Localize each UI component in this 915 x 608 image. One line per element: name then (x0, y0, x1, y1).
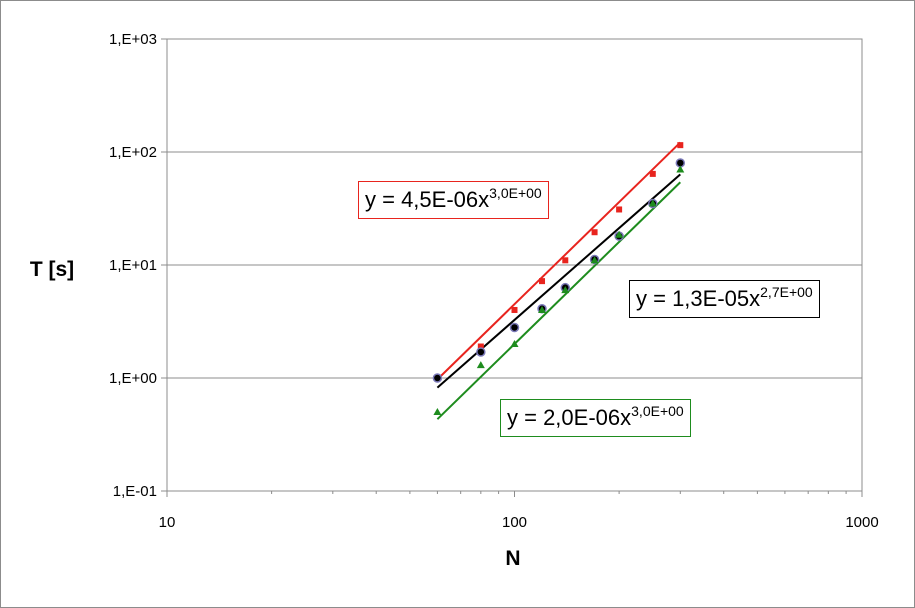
data-point (538, 305, 547, 313)
data-point (510, 339, 519, 347)
data-point (676, 165, 685, 173)
data-point (433, 408, 442, 416)
trendline-equation-red: y = 4,5E-06x3,0E+00 (358, 181, 549, 219)
equation-text: y = 4,5E-06x (365, 187, 490, 212)
trendline (436, 181, 681, 420)
data-point (476, 347, 486, 357)
data-point (615, 230, 624, 238)
x-tick-label: 1000 (845, 514, 878, 531)
equation-text: y = 1,3E-05x (636, 286, 761, 311)
data-point (590, 256, 599, 264)
y-tick-label: 1,E+01 (109, 257, 157, 274)
data-point (539, 278, 546, 285)
data-point (476, 361, 485, 369)
y-axis-title: T [s] (30, 258, 74, 281)
data-point (616, 206, 623, 213)
trendline (436, 141, 681, 381)
data-point (562, 257, 569, 264)
data-point (509, 322, 520, 333)
data-point (477, 343, 484, 350)
data-point (561, 286, 570, 294)
x-tick-label: 100 (502, 514, 527, 531)
x-axis-title: N (505, 547, 520, 570)
y-tick-label: 1,E+02 (109, 144, 157, 161)
data-point (511, 306, 518, 313)
equation-exponent: 2,7E+00 (760, 284, 813, 300)
data-point (591, 229, 598, 236)
axes: 1,E-01 1,E+00 1,E+01 1,E+02 1,E+03 10 100 1000 (109, 31, 879, 531)
x-tick-label: 10 (159, 514, 176, 531)
y-tick-label: 1,E+03 (109, 31, 157, 48)
trendline-equation-green: y = 2,0E-06x3,0E+00 (500, 399, 691, 437)
equation-exponent: 3,0E+00 (489, 185, 542, 201)
equation-text: y = 2,0E-06x (507, 405, 632, 430)
equation-exponent: 3,0E+00 (631, 403, 684, 419)
data-point (649, 170, 656, 177)
data-point (432, 373, 443, 383)
y-tick-label: 1,E-01 (113, 483, 157, 500)
y-tick-label: 1,E+00 (109, 370, 157, 387)
data-point (677, 142, 684, 149)
data-points (432, 142, 686, 416)
trendline-equation-black: y = 1,3E-05x2,7E+00 (629, 280, 820, 318)
data-point (648, 199, 657, 207)
